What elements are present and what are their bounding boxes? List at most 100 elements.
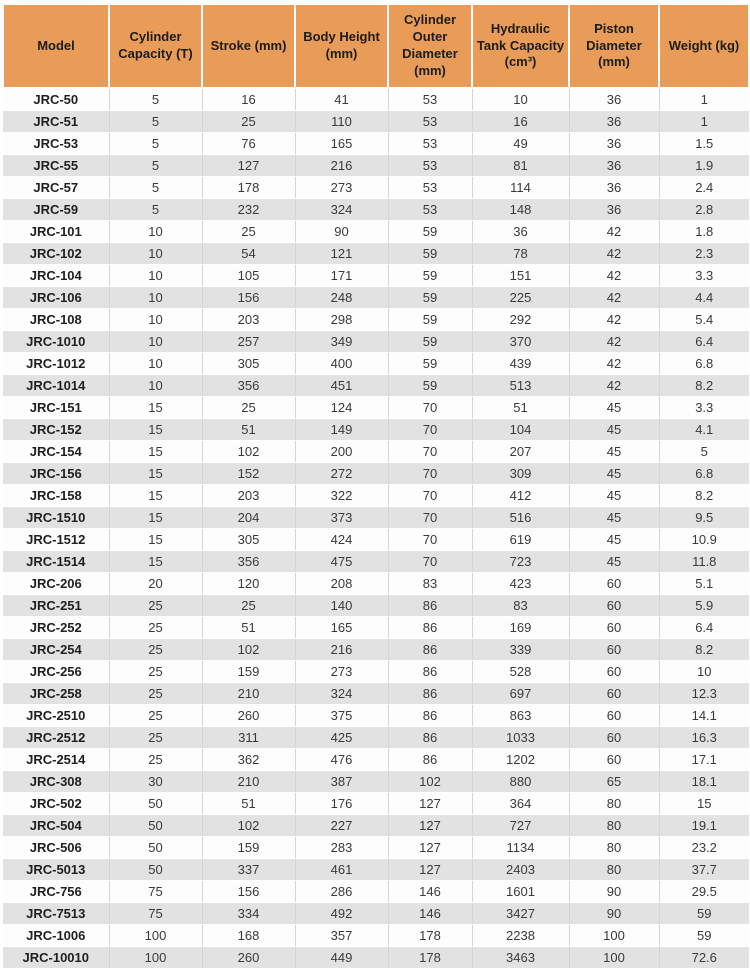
value-cell: 260 — [201, 945, 296, 969]
table-row: JRC-1514 15 356 475 70 723 45 11.8 — [3, 549, 749, 573]
value-cell: 424 — [294, 527, 389, 551]
header-row: Model Cylinder Capacity (T) Stroke (mm) Bod… — [2, 3, 750, 89]
model-cell: JRC-151 — [3, 395, 110, 419]
value-cell: 449 — [294, 945, 389, 969]
value-cell: 124 — [294, 395, 389, 419]
value-cell: 53 — [387, 153, 473, 177]
value-cell: 10 — [108, 351, 203, 375]
value-cell: 15 — [108, 417, 203, 441]
value-cell: 25 — [108, 747, 203, 771]
value-cell: 16 — [471, 109, 570, 133]
table-row: JRC-1012 10 305 400 59 439 42 6.8 — [3, 351, 749, 375]
table-row: JRC-152 15 51 149 70 104 45 4.1 — [3, 417, 749, 441]
value-cell: 370 — [471, 329, 570, 353]
value-cell: 8.2 — [658, 373, 749, 397]
model-cell: JRC-1006 — [3, 923, 110, 947]
value-cell: 30 — [108, 769, 203, 793]
value-cell: 53 — [387, 197, 473, 221]
model-cell: JRC-7513 — [3, 901, 110, 925]
value-cell: 86 — [387, 615, 473, 639]
value-cell: 110 — [294, 109, 389, 133]
model-cell: JRC-1014 — [3, 373, 110, 397]
value-cell: 72.6 — [658, 945, 749, 969]
value-cell: 423 — [471, 571, 570, 595]
value-cell: 60 — [568, 681, 660, 705]
value-cell: 60 — [568, 659, 660, 683]
model-cell: JRC-104 — [3, 263, 110, 287]
value-cell: 305 — [201, 527, 296, 551]
value-cell: 51 — [471, 395, 570, 419]
value-cell: 210 — [201, 769, 296, 793]
value-cell: 51 — [201, 791, 296, 815]
value-cell: 11.8 — [658, 549, 749, 573]
value-cell: 54 — [201, 241, 296, 265]
value-cell: 65 — [568, 769, 660, 793]
value-cell: 5 — [108, 109, 203, 133]
jrc-cylinder-spec-table: Model Cylinder Capacity (T) Stroke (mm) Bod… — [2, 3, 750, 969]
value-cell: 400 — [294, 351, 389, 375]
value-cell: 880 — [471, 769, 570, 793]
value-cell: 439 — [471, 351, 570, 375]
model-cell: JRC-154 — [3, 439, 110, 463]
table-row: JRC-51 5 25 110 53 16 36 1 — [3, 109, 749, 133]
value-cell: 59 — [387, 351, 473, 375]
value-cell: 42 — [568, 329, 660, 353]
value-cell: 216 — [294, 153, 389, 177]
value-cell: 80 — [568, 857, 660, 881]
model-cell: JRC-1012 — [3, 351, 110, 375]
value-cell: 723 — [471, 549, 570, 573]
value-cell: 45 — [568, 527, 660, 551]
value-cell: 8.2 — [658, 483, 749, 507]
table-row: JRC-7513 75 334 492 146 3427 90 59 — [3, 901, 749, 925]
value-cell: 305 — [201, 351, 296, 375]
value-cell: 2.8 — [658, 197, 749, 221]
table-body: JRC-50 5 16 41 53 10 36 1 JRC-51 5 25 110 53 16 36 1 JRC… — [3, 87, 749, 969]
value-cell: 9.5 — [658, 505, 749, 529]
value-cell: 15 — [108, 461, 203, 485]
value-cell: 59 — [658, 901, 749, 925]
model-cell: JRC-2510 — [3, 703, 110, 727]
value-cell: 70 — [387, 417, 473, 441]
model-cell: JRC-2512 — [3, 725, 110, 749]
value-cell: 102 — [387, 769, 473, 793]
value-cell: 51 — [201, 615, 296, 639]
value-cell: 10.9 — [658, 527, 749, 551]
value-cell: 159 — [201, 659, 296, 683]
value-cell: 80 — [568, 791, 660, 815]
value-cell: 528 — [471, 659, 570, 683]
value-cell: 322 — [294, 483, 389, 507]
value-cell: 156 — [201, 285, 296, 309]
value-cell: 83 — [471, 593, 570, 617]
value-cell: 272 — [294, 461, 389, 485]
column-header-5: Hydraulic Tank Capacity (cm³) — [471, 3, 570, 89]
table-header: Model Cylinder Capacity (T) Stroke (mm) Bod… — [2, 3, 750, 89]
table-row: JRC-2514 25 362 476 86 1202 60 17.1 — [3, 747, 749, 771]
value-cell: 36 — [471, 219, 570, 243]
column-header-4: Cylinder Outer Diameter (mm) — [387, 3, 473, 89]
value-cell: 45 — [568, 395, 660, 419]
value-cell: 29.5 — [658, 879, 749, 903]
table-row: JRC-55 5 127 216 53 81 36 1.9 — [3, 153, 749, 177]
value-cell: 127 — [387, 791, 473, 815]
value-cell: 80 — [568, 835, 660, 859]
value-cell: 863 — [471, 703, 570, 727]
value-cell: 311 — [201, 725, 296, 749]
value-cell: 216 — [294, 637, 389, 661]
value-cell: 273 — [294, 659, 389, 683]
value-cell: 10 — [108, 241, 203, 265]
value-cell: 100 — [108, 945, 203, 969]
model-cell: JRC-254 — [3, 637, 110, 661]
value-cell: 70 — [387, 395, 473, 419]
value-cell: 75 — [108, 901, 203, 925]
value-cell: 1.5 — [658, 131, 749, 155]
model-cell: JRC-53 — [3, 131, 110, 155]
table-row: JRC-158 15 203 322 70 412 45 8.2 — [3, 483, 749, 507]
table-row: JRC-57 5 178 273 53 114 36 2.4 — [3, 175, 749, 199]
value-cell: 53 — [387, 131, 473, 155]
value-cell: 10 — [108, 219, 203, 243]
value-cell: 364 — [471, 791, 570, 815]
value-cell: 309 — [471, 461, 570, 485]
model-cell: JRC-1512 — [3, 527, 110, 551]
table-row: JRC-252 25 51 165 86 169 60 6.4 — [3, 615, 749, 639]
model-cell: JRC-251 — [3, 593, 110, 617]
